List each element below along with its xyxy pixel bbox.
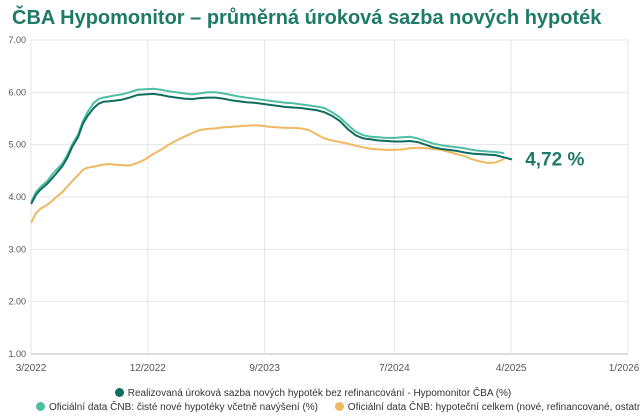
x-tick-label: 1/2026: [609, 363, 640, 374]
legend-label-cnb-ciste: Oficiální data ČNB: čisté nové hypotéky …: [49, 402, 319, 413]
y-tick-label: 7.00: [8, 35, 26, 45]
y-tick-label: 2.00: [8, 297, 26, 307]
x-tick-label: 7/2024: [379, 363, 410, 374]
x-tick-label: 3/2022: [16, 363, 47, 374]
series-lines: [30, 87, 513, 224]
series-line-cnb_ciste[interactable]: [30, 87, 505, 203]
series-line-cnb_celkem[interactable]: [30, 124, 505, 224]
y-tick-label: 3.00: [8, 244, 26, 254]
legend-row-1: Realizovaná úroková sazba nových hypoték…: [0, 388, 640, 399]
legend-item-cnb-celkem[interactable]: Oficiální data ČNB: hypoteční celkem (no…: [334, 402, 640, 413]
legend-item-realizovana[interactable]: Realizovaná úroková sazba nových hypoték…: [114, 388, 512, 399]
x-axis-ticks: 3/2022 12/2022 9/2023 7/2024 4/2025 1/2026: [16, 363, 640, 374]
legend-label-realizovana: Realizovaná úroková sazba nových hypoték…: [127, 388, 512, 399]
y-tick-label: 4.00: [8, 192, 26, 202]
legend-label-cnb-celkem: Oficiální data ČNB: hypoteční celkem (no…: [347, 402, 640, 413]
x-tick-label: 12/2022: [130, 363, 167, 374]
legend-dot-realizovana: [114, 388, 124, 397]
y-tick-label: 1.00: [8, 349, 26, 359]
grid-lines: [30, 39, 629, 355]
y-tick-label: 5.00: [8, 140, 26, 150]
legend-dot-cnb-ciste: [36, 402, 45, 411]
legend-item-cnb-ciste[interactable]: Oficiální data ČNB: čisté nové hypotéky …: [36, 402, 318, 413]
series-line-realizovana[interactable]: [30, 92, 513, 205]
x-tick-label: 4/2025: [496, 363, 527, 374]
legend-dot-cnb-celkem: [334, 402, 344, 411]
page-title: ČBA Hypomonitor – průměrná úroková sazba…: [12, 7, 602, 29]
y-tick-label: 6.00: [8, 87, 26, 97]
y-axis-ticks: 1.00 2.00 3.00 4.00 5.00 6.00 7.00: [8, 35, 26, 359]
x-tick-label: 9/2023: [249, 363, 280, 374]
legend-row-2: Oficiální data ČNB: čisté nové hypotéky …: [36, 402, 640, 413]
latest-value-annotation: 4,72 %: [525, 149, 584, 170]
